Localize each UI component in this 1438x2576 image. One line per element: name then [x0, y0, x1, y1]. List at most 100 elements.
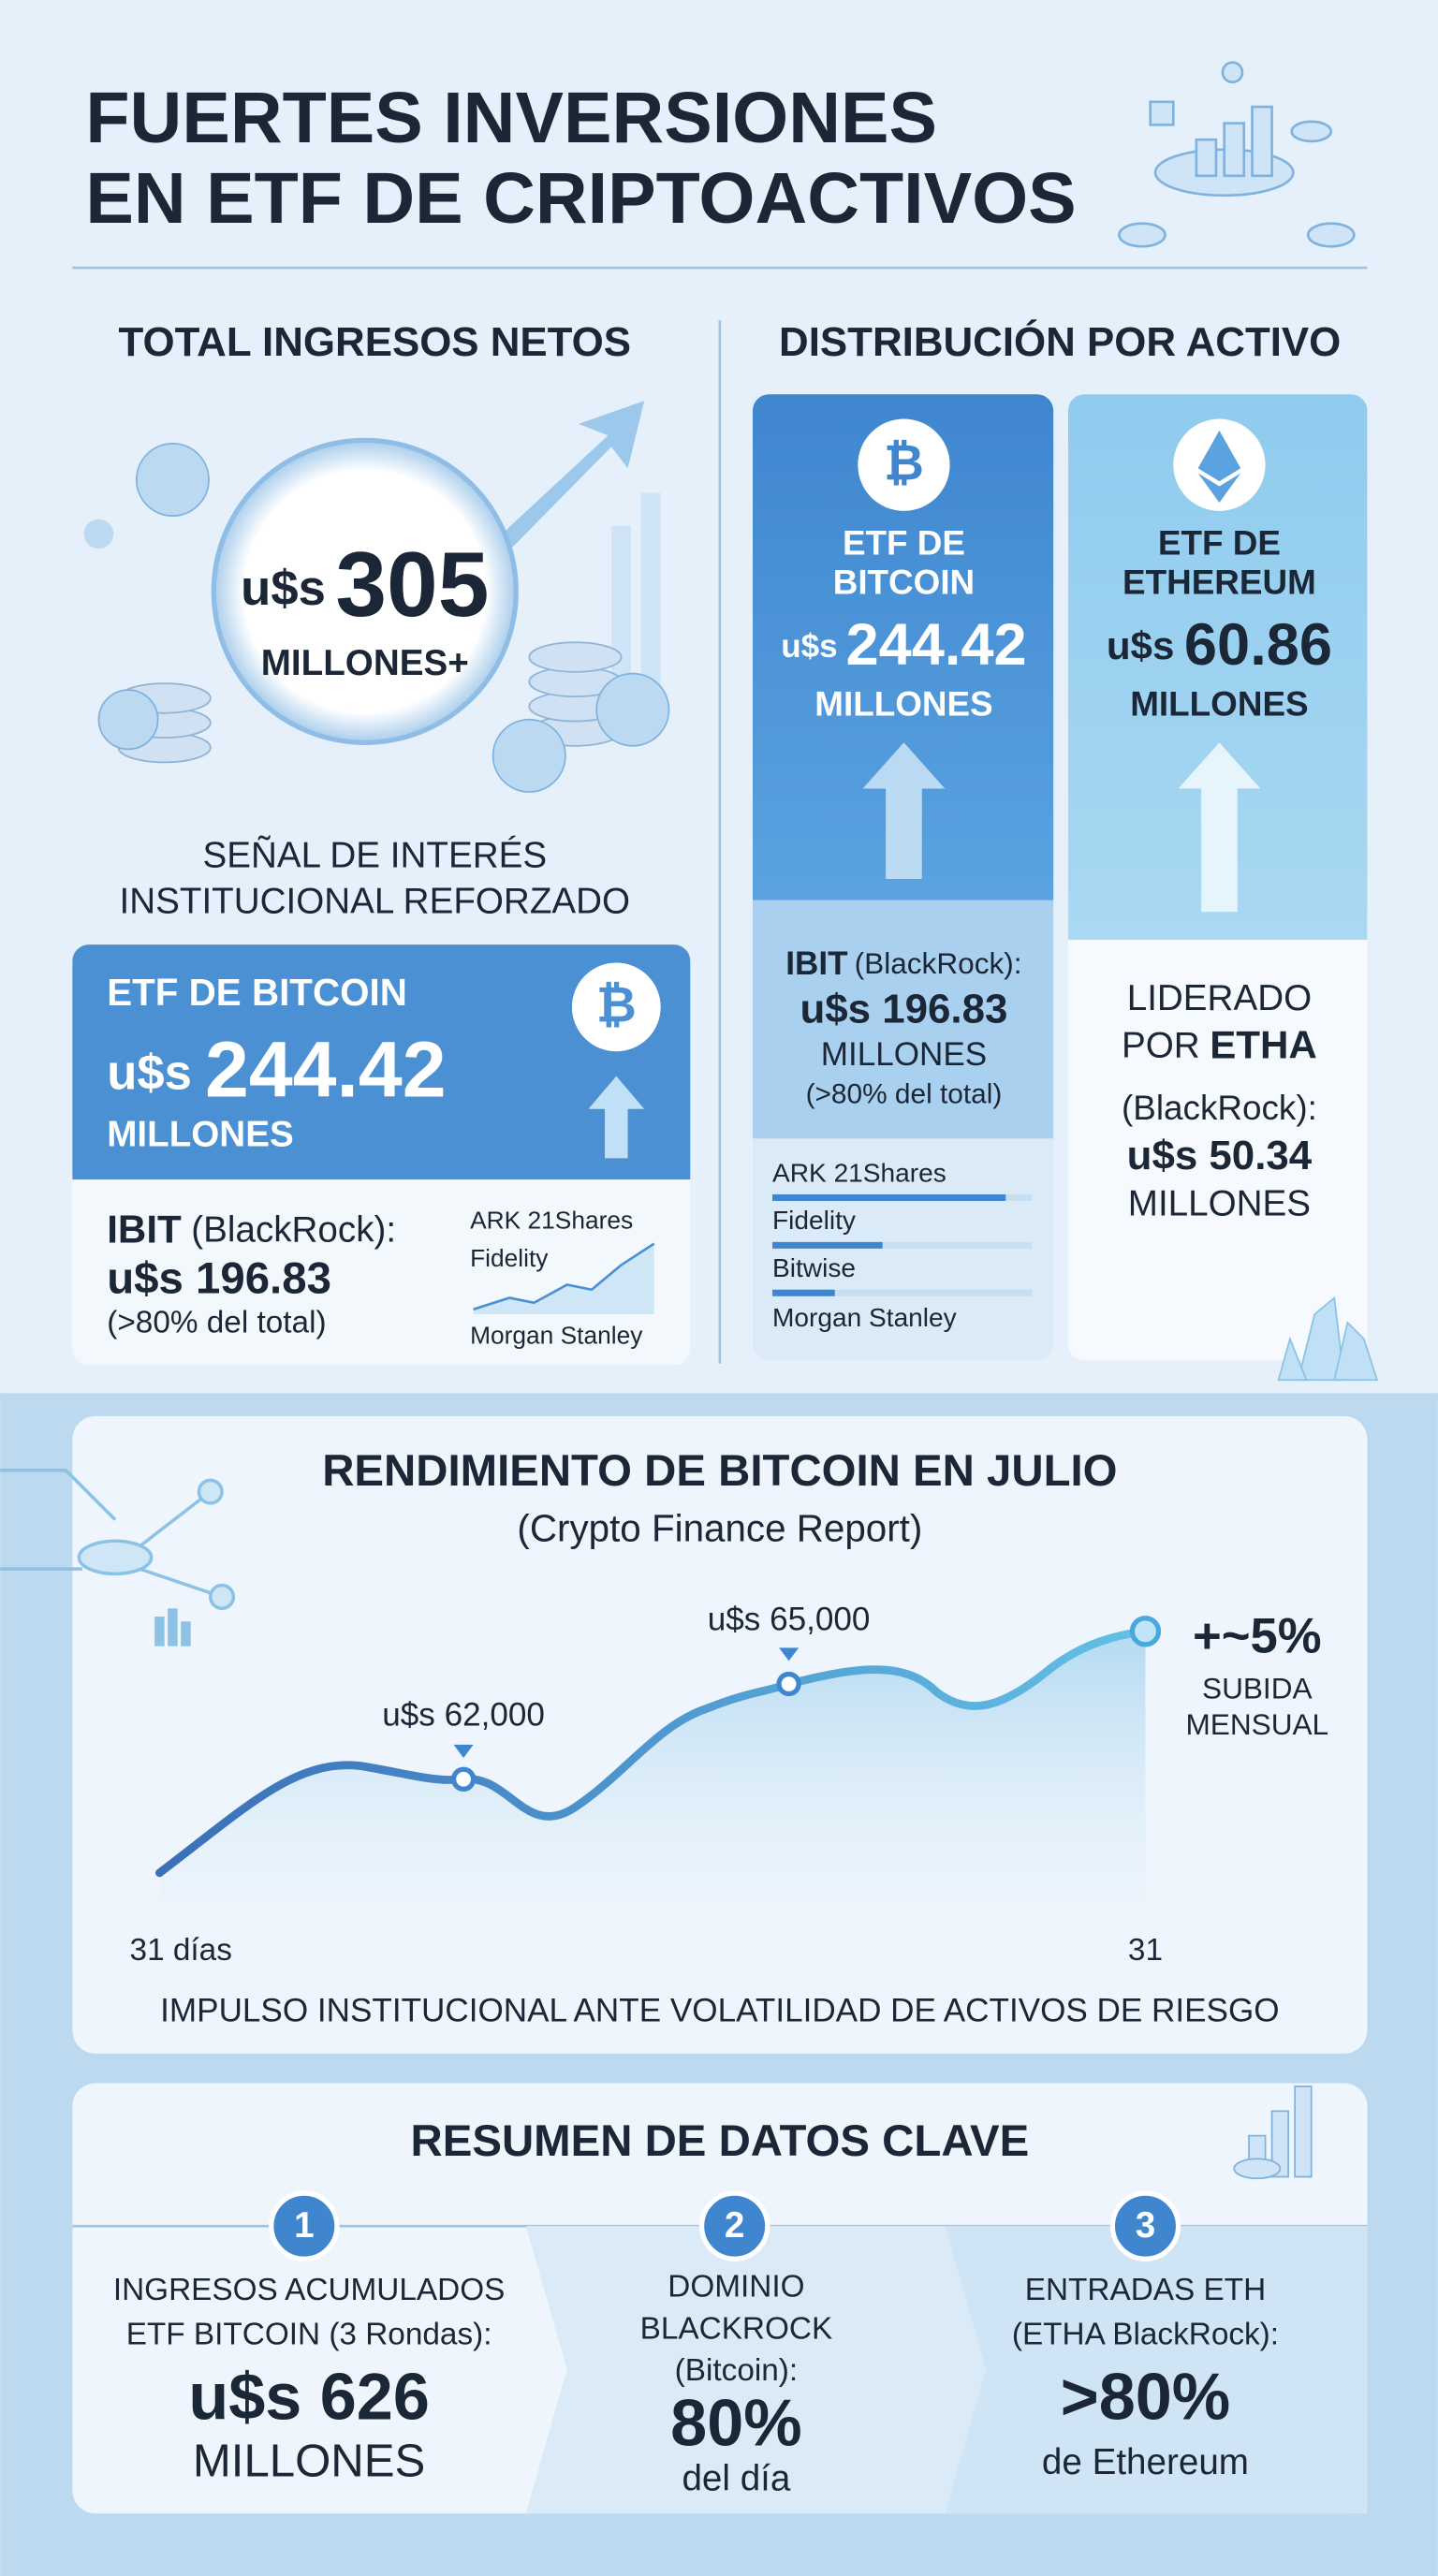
- currency: u$s: [107, 1045, 192, 1100]
- btc-column-top: [752, 394, 1054, 900]
- card-amount: u$s 244.42: [107, 1026, 446, 1114]
- change: +~5%: [1193, 1608, 1322, 1663]
- pointer: [453, 1744, 474, 1758]
- section-heading: TOTAL INGRESOS NETOS: [119, 319, 632, 365]
- currency: u$s: [781, 629, 837, 666]
- column-amount: u$s 60.86: [1107, 612, 1332, 678]
- mini-area: [473, 1243, 654, 1315]
- btc-icon: ₿: [858, 418, 950, 511]
- summary-items: 1 INGRESOS ACUMULADOS ETF BITCOIN (3 Ronda…: [113, 2190, 1279, 2498]
- total-circle: [211, 437, 519, 745]
- led-text: POR ETHA: [1122, 1023, 1317, 1067]
- up-arrow: [862, 742, 946, 879]
- issuer: Fidelity: [772, 1206, 856, 1235]
- leader-org: (BlackRock):: [191, 1210, 396, 1251]
- currency: u$s: [1107, 623, 1175, 667]
- step-number: 2: [725, 2205, 744, 2246]
- card-title: ETF DE BITCOIN: [107, 971, 407, 1014]
- unit: MILLONES: [814, 684, 992, 723]
- svg-text:₿: ₿: [884, 435, 924, 490]
- amount: 244.42: [845, 612, 1026, 678]
- title: FUERTES INVERSIONES: [85, 78, 937, 158]
- issuer: ARK 21Shares: [772, 1158, 946, 1187]
- issuer: Bitwise: [772, 1253, 856, 1282]
- chart-title: RENDIMIENTO DE BITCOIN EN JULIO: [322, 1446, 1117, 1496]
- header-icon: [1118, 61, 1356, 248]
- caption: SEÑAL DE INTERÉS: [203, 835, 548, 875]
- column-amount: u$s 244.42: [781, 612, 1026, 678]
- summary-title: RESUMEN DE DATOS CLAVE: [411, 2116, 1030, 2166]
- unit: MILLONES: [1130, 684, 1308, 723]
- issuer: Fidelity: [470, 1244, 549, 1272]
- change-note: SUBIDA: [1202, 1671, 1313, 1705]
- currency: u$s: [241, 561, 326, 616]
- column-title: ETF DE: [843, 523, 965, 562]
- eth-column-top: [1067, 394, 1368, 940]
- step-text: BLACKROCK: [640, 2311, 833, 2346]
- chart-subtitle: (Crypto Finance Report): [517, 1506, 922, 1549]
- amount: 244.42: [205, 1026, 447, 1114]
- step-note: del día: [682, 2458, 790, 2498]
- leader-share: (>80% del total): [107, 1305, 326, 1339]
- summary-icon: [1233, 2086, 1313, 2180]
- step-text: ENTRADAS ETH: [1025, 2273, 1266, 2307]
- issuer-bars: [772, 1193, 1033, 1296]
- point: [776, 1671, 801, 1697]
- summary-panel: [945, 2226, 1368, 2514]
- section-heading: DISTRIBUCIÓN POR ACTIVO: [779, 318, 1341, 365]
- leader: IBIT (BlackRock):: [785, 945, 1021, 982]
- amount: 305: [335, 533, 489, 636]
- chart-footer: IMPULSO INSTITUCIONAL ANTE VOLATILIDAD D…: [160, 1992, 1279, 2028]
- step-value: >80%: [1061, 2360, 1230, 2434]
- crystal-decoration: [1277, 1295, 1379, 1382]
- leader-org: (BlackRock):: [855, 946, 1022, 980]
- x-label: 31 días: [130, 1933, 232, 1968]
- step-text: (Bitcoin):: [675, 2353, 799, 2388]
- total-amount: u$s 305: [241, 533, 489, 636]
- step-value: u$s 626: [188, 2360, 430, 2434]
- led-by: POR: [1122, 1026, 1200, 1066]
- leader-unit: MILLONES: [1128, 1183, 1311, 1223]
- leader-name: IBIT: [785, 945, 848, 982]
- step-text: DOMINIO: [668, 2270, 804, 2305]
- leader-amount: u$s 196.83: [107, 1253, 331, 1303]
- amount: 60.86: [1184, 612, 1332, 678]
- leader-unit: MILLONES: [821, 1036, 987, 1073]
- step-badge: [698, 2190, 770, 2261]
- issuer: Morgan Stanley: [772, 1303, 957, 1332]
- column-title: ETF DE: [1158, 523, 1281, 562]
- column-title: ETHEREUM: [1123, 564, 1316, 602]
- step-number: 1: [294, 2205, 314, 2246]
- step-text: ETF BITCOIN (3 Rondas):: [126, 2318, 492, 2352]
- leader-org: (BlackRock):: [1122, 1089, 1317, 1127]
- led-text: LIDERADO: [1127, 978, 1312, 1018]
- btc-column-middle: [752, 900, 1054, 1139]
- issuer: ARK 21Shares: [470, 1207, 633, 1235]
- up-arrow: [1178, 742, 1261, 913]
- svg-text:₿: ₿: [596, 978, 637, 1033]
- step-badge: [269, 2190, 340, 2261]
- circuit-decoration: [0, 1469, 236, 1647]
- point-label: u$s 65,000: [708, 1602, 871, 1638]
- pointer: [779, 1647, 800, 1661]
- unit: MILLONES+: [261, 643, 469, 683]
- title: EN ETF DE CRIPTOACTIVOS: [85, 158, 1076, 239]
- unit: MILLONES: [107, 1115, 293, 1155]
- leader-amount: u$s 196.83: [800, 987, 1007, 1032]
- leader-name: IBIT: [107, 1207, 182, 1251]
- mini-line: [473, 1242, 655, 1311]
- step-number: 3: [1136, 2205, 1155, 2246]
- leader-name: ETHA: [1210, 1023, 1317, 1067]
- step-note: MILLONES: [193, 2437, 425, 2487]
- caption: INSTITUCIONAL REFORZADO: [120, 882, 631, 922]
- eth-icon: [1173, 418, 1266, 511]
- step-text: INGRESOS ACUMULADOS: [113, 2273, 506, 2307]
- step-note: de Ethereum: [1042, 2442, 1249, 2482]
- point: [1129, 1616, 1162, 1647]
- summary-panel: [525, 2226, 987, 2514]
- price-line: [154, 1627, 1150, 1878]
- point-label: u$s 62,000: [382, 1696, 545, 1733]
